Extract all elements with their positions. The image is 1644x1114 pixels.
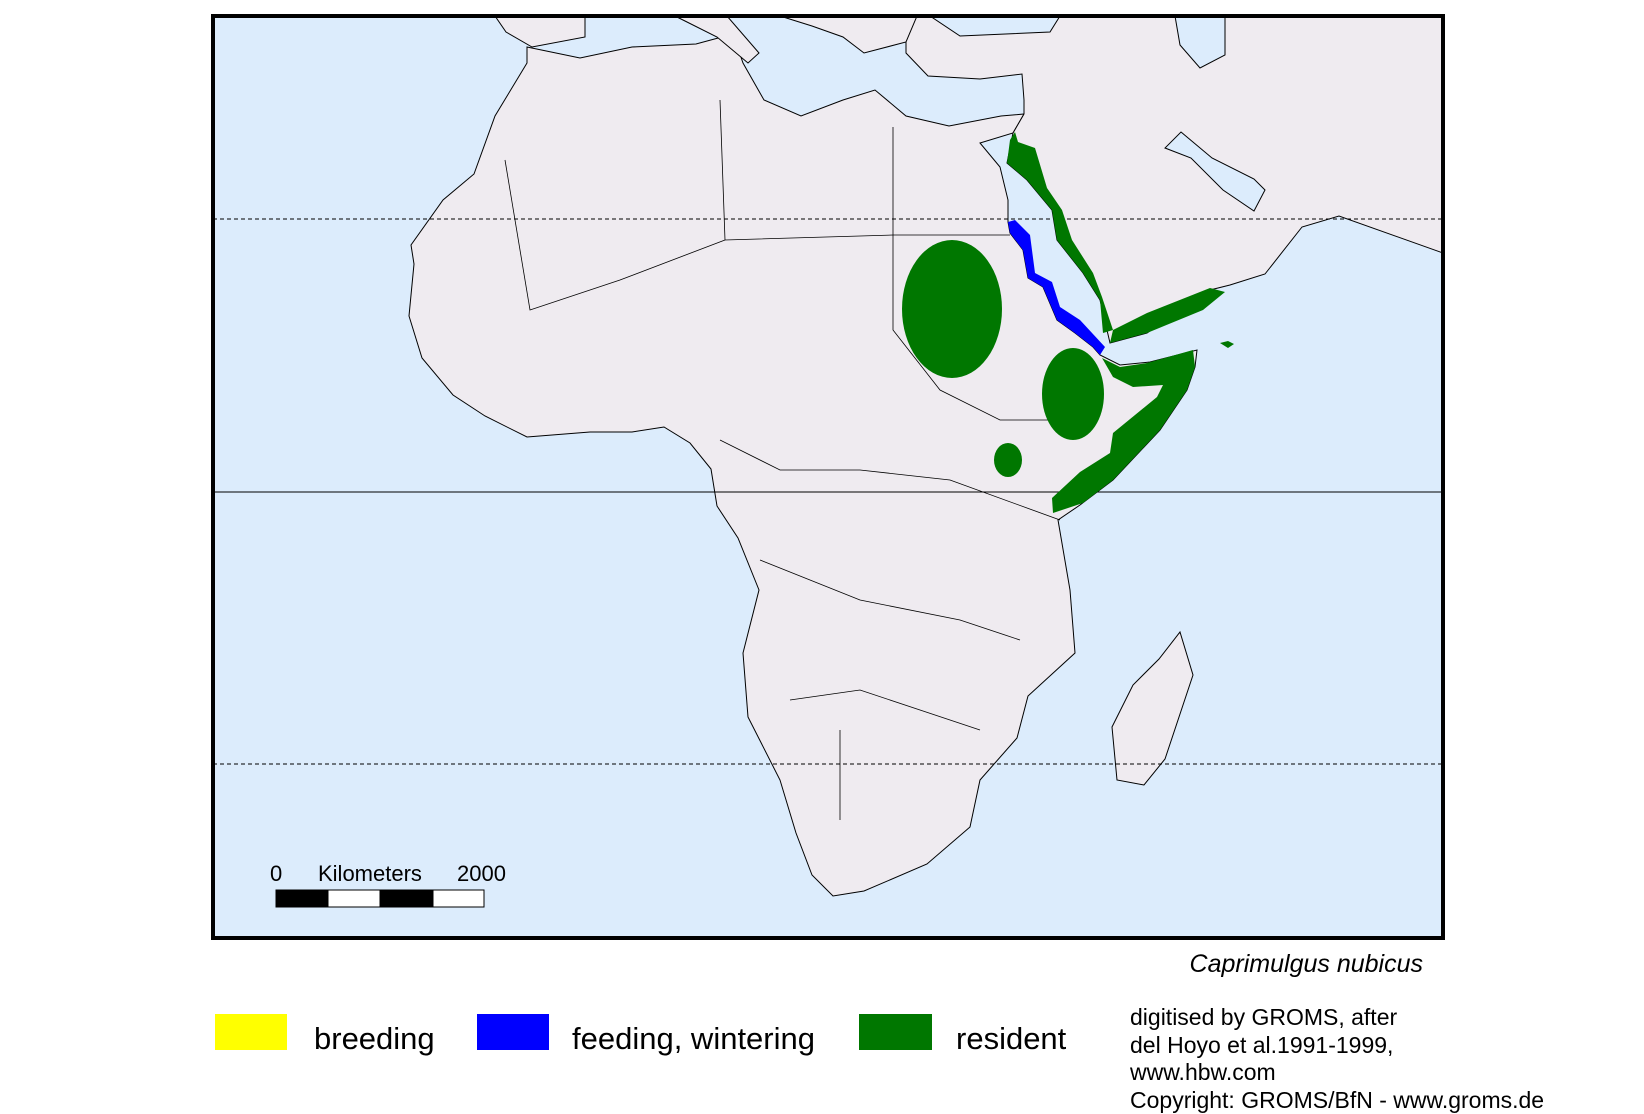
resident-range-somalia-kenya (1052, 350, 1195, 513)
resident-range (902, 132, 1234, 513)
scale-unit-label: Kilometers (318, 861, 422, 886)
legend-swatch-feeding-wintering (477, 1014, 549, 1050)
scale-segment (275, 889, 329, 908)
credit-line: digitised by GROMS, after (1130, 1004, 1397, 1030)
country-borders (504, 99, 1061, 820)
credit-line: www.hbw.com (1129, 1059, 1276, 1085)
italy-landmass (674, 16, 760, 64)
credit-line: del Hoyo et al.1991-1999, (1130, 1032, 1393, 1058)
species-name: Caprimulgus nubicus (1190, 950, 1423, 978)
resident-range-yemen (1110, 288, 1225, 343)
legend: breeding feeding, wintering resident (215, 1014, 1067, 1056)
scale-end-label: 2000 (457, 861, 506, 886)
legend-label-breeding: breeding (314, 1021, 435, 1056)
legend-label-feeding-wintering: feeding, wintering (572, 1021, 815, 1056)
scale-segment (327, 889, 381, 908)
africa-landmass (408, 33, 1198, 897)
resident-range-red-sea-arabia (1007, 132, 1113, 333)
resident-range-socotra (1220, 341, 1234, 348)
credit-line: Copyright: GROMS/BfN - www.groms.de (1130, 1087, 1544, 1113)
black-sea (929, 16, 1061, 37)
map-panel (211, 14, 1445, 940)
map-frame (211, 14, 1445, 940)
scale-segment (432, 889, 485, 908)
balkans-landmass (779, 16, 918, 54)
iberia-landmass (494, 16, 586, 48)
scale-bar: 0 Kilometers 2000 (270, 861, 506, 908)
legend-label-resident: resident (956, 1021, 1067, 1056)
scale-segment (379, 889, 434, 908)
madagascar-landmass (1111, 630, 1194, 786)
resident-range-sudan (902, 240, 1002, 378)
legend-swatch-resident (859, 1014, 932, 1050)
persian-gulf (1164, 131, 1266, 212)
scale-start-label: 0 (270, 861, 282, 886)
resident-range-ethiopia (1042, 348, 1104, 440)
feeding-wintering-range (1008, 220, 1105, 355)
resident-range-uganda (994, 443, 1022, 477)
credits: digitised by GROMS, after del Hoyo et al… (1129, 1004, 1544, 1113)
legend-swatch-breeding (215, 1014, 287, 1050)
caspian-sea (1174, 16, 1226, 69)
arabia-middle-east-landmass (905, 16, 1443, 344)
